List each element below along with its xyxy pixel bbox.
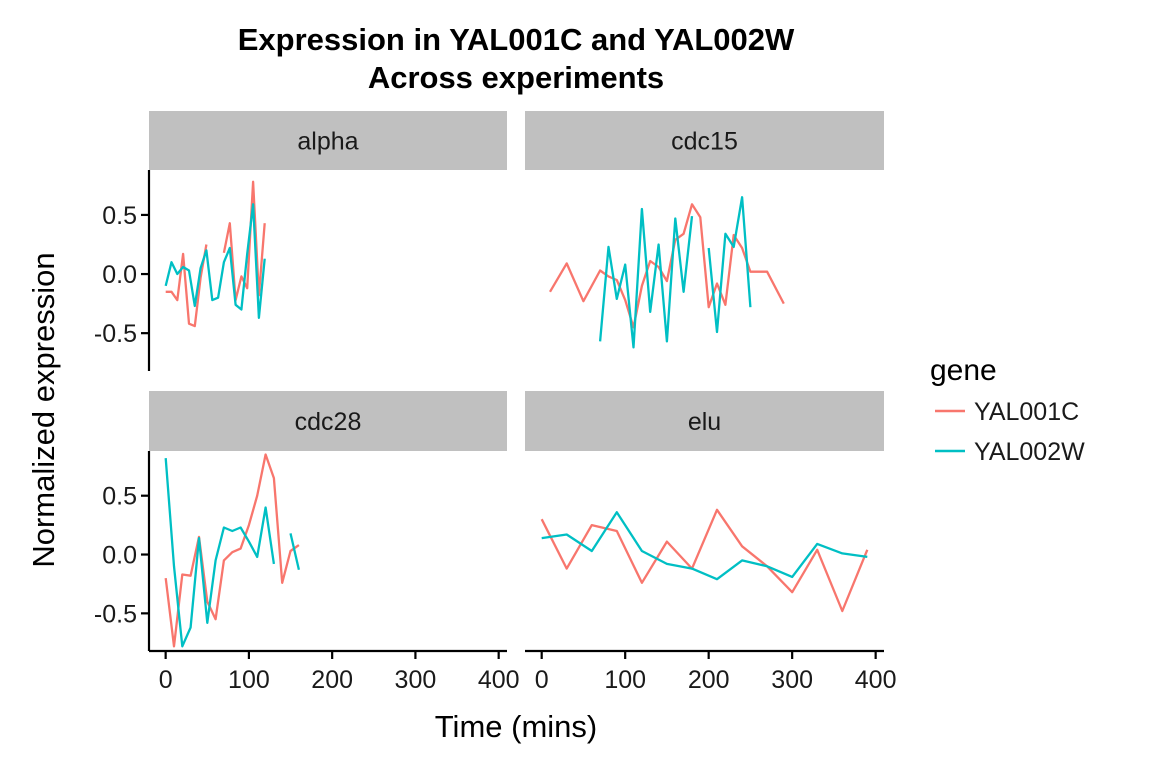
y-tick-label: 0.0 xyxy=(102,542,137,570)
legend-label: YAL002W xyxy=(974,438,1085,466)
facet-strip-label: elu xyxy=(688,408,721,436)
facet-strip xyxy=(525,391,884,451)
facet-strip-label: cdc15 xyxy=(671,128,738,156)
series-line-YAL001C-alpha-0 xyxy=(165,244,208,328)
x-tick-label: 300 xyxy=(395,666,437,694)
facet-strip-label: alpha xyxy=(297,128,358,156)
x-tick-label: 400 xyxy=(478,666,520,694)
x-tick-label: 0 xyxy=(159,666,173,694)
series-line-YAL002W-cdc15-0 xyxy=(598,207,694,349)
y-axis-title: Normalized expression xyxy=(26,252,61,567)
series-line-YAL002W-alpha-0 xyxy=(164,203,266,319)
x-tick-label: 300 xyxy=(771,666,813,694)
chart-title: Expression in YAL001C and YAL002W xyxy=(238,22,795,57)
series-line-YAL001C-cdc28-0 xyxy=(164,453,300,648)
legend-title: gene xyxy=(930,354,997,387)
series-line-YAL001C-elu-0 xyxy=(540,508,869,613)
facet-strip xyxy=(149,111,507,170)
y-tick-label: -0.5 xyxy=(94,320,137,348)
chart-subtitle: Across experiments xyxy=(368,60,664,95)
y-tick-label: 0.5 xyxy=(102,483,137,511)
x-tick-label: 200 xyxy=(688,666,730,694)
series-line-YAL002W-cdc15-1 xyxy=(707,196,752,334)
legend-entry-YAL002W: YAL002W xyxy=(935,438,1085,466)
facets: alpha -0.5 0.0 0.5 cdc15 cdc28 -0.5 0.0 0.5 0 100 2… xyxy=(94,111,897,694)
facet-elu: elu 0 100 200 300 400 xyxy=(525,391,897,694)
x-tick-label: 200 xyxy=(311,666,353,694)
legend-entry-YAL001C: YAL001C xyxy=(935,398,1079,426)
facet-strip xyxy=(525,111,884,170)
y-tick-label: 0.0 xyxy=(102,261,137,289)
x-tick-label: 0 xyxy=(535,666,549,694)
facet-strip xyxy=(149,391,507,451)
series-line-YAL002W-cdc28-0 xyxy=(164,458,276,648)
x-tick-label: 100 xyxy=(228,666,270,694)
legend-label: YAL001C xyxy=(974,398,1079,426)
facet-strip-label: cdc28 xyxy=(295,408,362,436)
x-tick-label: 400 xyxy=(855,666,897,694)
x-axis-title: Time (mins) xyxy=(435,709,597,744)
x-tick-label: 100 xyxy=(604,666,646,694)
y-tick-label: -0.5 xyxy=(94,600,137,628)
facet-cdc15: cdc15 xyxy=(525,111,884,349)
legend: gene YAL001C YAL002W xyxy=(930,354,1085,466)
y-tick-label: 0.5 xyxy=(102,202,137,230)
series-line-YAL002W-cdc28-1 xyxy=(289,533,301,571)
legend-entries: YAL001C YAL002W xyxy=(935,398,1085,466)
series-line-YAL002W-elu-0 xyxy=(541,511,868,581)
facet-alpha: alpha -0.5 0.0 0.5 xyxy=(94,111,507,371)
facet-cdc28: cdc28 -0.5 0.0 0.5 0 100 200 300 400 xyxy=(94,391,520,694)
series-line-YAL001C-cdc15-0 xyxy=(549,203,785,329)
